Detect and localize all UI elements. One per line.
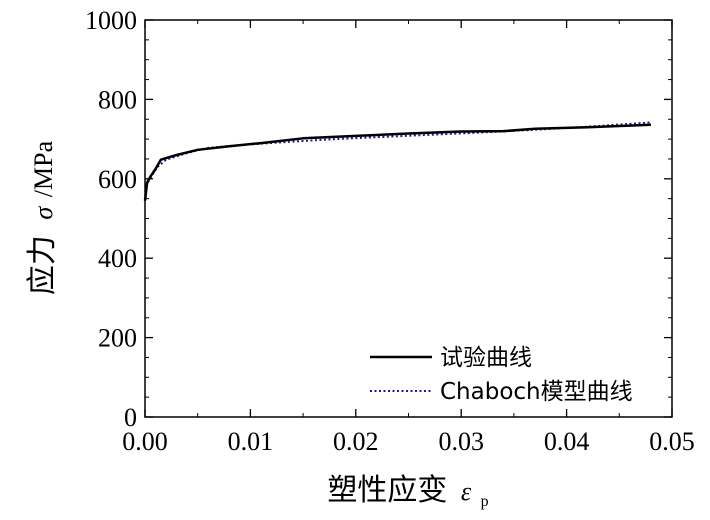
legend-label-chaboche-curve: Chaboch模型曲线 [440, 379, 633, 405]
legend: 试验曲线 Chaboch模型曲线 [370, 345, 633, 405]
axis-tick-labels: 0 200 400 600 800 1000 0.00 0.01 0.02 0.03 0.04 0.0… [85, 6, 695, 456]
x-tick-label: 0.02 [333, 427, 379, 456]
y-axis-label: 应力 σ /MPa [25, 140, 60, 295]
series-layer [143, 121, 651, 201]
x-axis-subscript: p [481, 493, 489, 510]
x-axis-label: 塑性应变 ε p [327, 473, 488, 510]
series-line-test-curve [143, 123, 651, 201]
y-tick-label: 600 [98, 165, 137, 194]
series-line-chaboche-curve [144, 121, 651, 192]
y-tick-label: 1000 [85, 6, 137, 35]
x-tick-label: 0.05 [649, 427, 695, 456]
y-tick-label: 0 [124, 403, 137, 432]
y-axis-unit: /MPa [29, 140, 58, 197]
axis-ticks [144, 19, 673, 418]
x-tick-label: 0.01 [228, 427, 274, 456]
x-tick-label: 0.00 [122, 427, 168, 456]
x-tick-label: 0.03 [438, 427, 484, 456]
y-axis-symbol: σ [29, 206, 58, 220]
x-axis-symbol: ε [461, 477, 472, 506]
y-tick-label: 200 [98, 324, 137, 353]
x-tick-label: 0.04 [544, 427, 590, 456]
y-tick-label: 800 [98, 85, 137, 114]
legend-label-test-curve: 试验曲线 [440, 345, 532, 371]
x-axis-label-text: 塑性应变 [327, 473, 447, 508]
y-tick-label: 400 [98, 244, 137, 273]
y-axis-label-text: 应力 [25, 235, 60, 295]
